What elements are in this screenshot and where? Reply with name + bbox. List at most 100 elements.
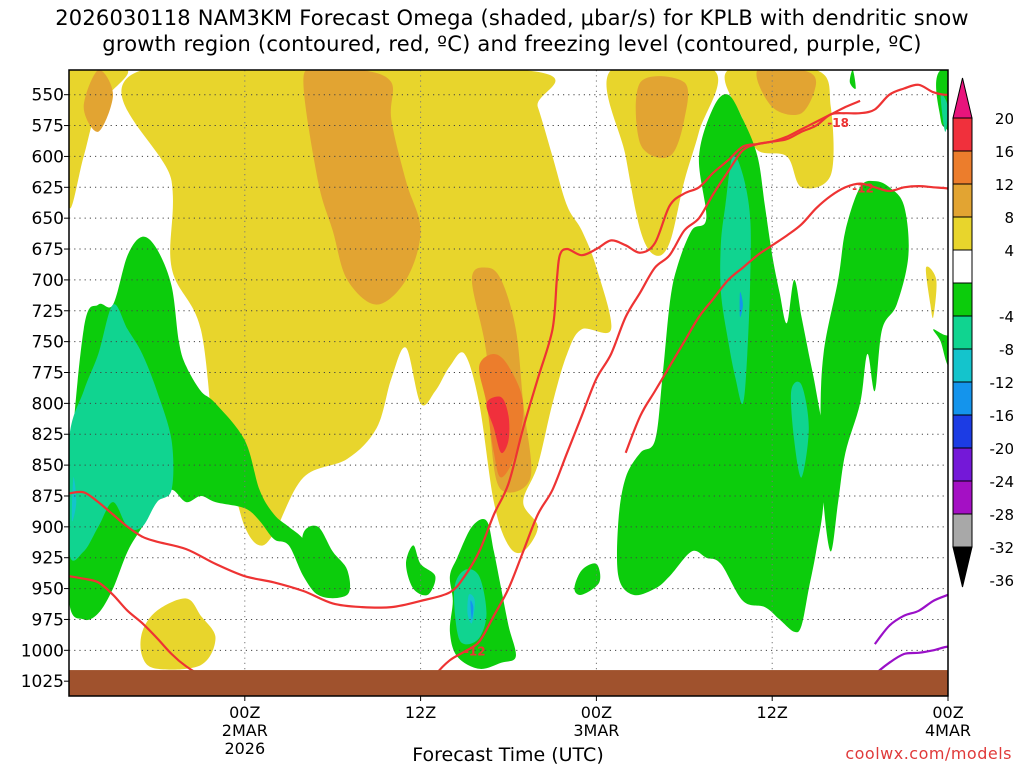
- omega-region-10: [635, 76, 689, 158]
- omega-region-6: [995, 230, 1001, 280]
- contour-label-4: 0: [963, 642, 971, 656]
- omega-region-31: [940, 93, 948, 132]
- colorbar-bin-5: [952, 282, 973, 317]
- colorbar-bin-4: [952, 249, 973, 284]
- omega-region-16: [301, 525, 351, 599]
- y-tick-label-850: 850: [32, 456, 64, 476]
- x-tick-label-4-0: 00Z: [932, 703, 963, 722]
- x-tick-label-2-0: 00Z: [581, 703, 612, 722]
- omega-region-3: [606, 70, 719, 256]
- colorbar-under-triangle: [952, 546, 973, 588]
- omega-region-11: [756, 70, 817, 115]
- y-tick-label-600: 600: [32, 147, 64, 167]
- colorbar-label-7: -12: [990, 374, 1015, 392]
- x-tick-label-0-0: 00Z: [229, 703, 260, 722]
- x-tick-label-0-2: 2026: [224, 739, 265, 758]
- colorbar-bin-10: [952, 447, 973, 482]
- colorbar-label-11: -28: [990, 506, 1015, 524]
- colorbar-label-0: 20: [995, 110, 1014, 128]
- y-tick-label-575: 575: [32, 117, 64, 137]
- temperature-contours: -12-12-180: [69, 83, 979, 696]
- omega-region-2: [140, 598, 216, 670]
- colorbar-bin-9: [952, 414, 973, 449]
- y-tick-label-800: 800: [32, 394, 64, 414]
- omega-region-34: [470, 600, 474, 620]
- contour-1: [419, 99, 861, 696]
- y-tick-label-775: 775: [32, 364, 64, 384]
- omega-region-0: [69, 70, 129, 209]
- y-tick-label-725: 725: [32, 302, 64, 322]
- contour-5: [873, 593, 948, 645]
- plot-frame: [68, 69, 949, 697]
- contour-label-2: -18: [827, 116, 849, 130]
- y-axis: 550 575 600 625 650 675 700 725 750 775 800 825 850 8…: [21, 86, 69, 692]
- colorbar-bin-12: [952, 513, 973, 548]
- x-tick-label-0-1: 2MAR: [222, 721, 268, 740]
- colorbar-label-3: 8: [1004, 209, 1014, 227]
- y-tick-label-825: 825: [32, 425, 64, 445]
- omega-region-30: [790, 381, 809, 478]
- colorbar: 20 16 12 8 4 -4 -8 -12 -16 -20 -24 -28 -32 -36: [952, 77, 1015, 590]
- chart-title-line2: growth region (contoured, red, ºC) and f…: [102, 32, 922, 56]
- omega-region-8: [83, 70, 113, 132]
- chart-title-line1: 2026030118 NAM3KM Forecast Omega (shaded…: [55, 6, 969, 30]
- colorbar-bin-7: [952, 348, 973, 383]
- colorbar-label-12: -32: [990, 539, 1015, 557]
- omega-region-5: [925, 266, 937, 319]
- y-tick-label-925: 925: [32, 549, 64, 569]
- y-tick-label-875: 875: [32, 487, 64, 507]
- x-axis-label: Forecast Time (UTC): [412, 744, 604, 766]
- colorbar-label-6: -8: [999, 341, 1014, 359]
- omega-region-27: [69, 304, 174, 561]
- omega-region-7: [303, 70, 421, 305]
- y-tick-label-1000: 1000: [21, 641, 64, 661]
- colorbar-bin-8: [952, 381, 973, 416]
- omega-region-22: [849, 70, 856, 89]
- contour-2: [624, 182, 948, 454]
- x-tick-label-2-1: 3MAR: [573, 721, 619, 740]
- source-credit: coolwx.com/models: [845, 744, 1012, 763]
- y-tick-label-650: 650: [32, 209, 64, 229]
- terrain-bar: [69, 670, 948, 696]
- y-tick-label-700: 700: [32, 271, 64, 291]
- colorbar-label-8: -16: [990, 407, 1015, 425]
- y-tick-label-950: 950: [32, 580, 64, 600]
- x-tick-label-1-0: 12Z: [405, 703, 436, 722]
- omega-region-1: [121, 70, 612, 554]
- terrain-fill: [69, 670, 948, 696]
- colorbar-label-13: -36: [990, 572, 1015, 590]
- omega-shading: [69, 70, 1001, 670]
- y-tick-label-975: 975: [32, 610, 64, 630]
- colorbar-bin-2: [952, 183, 973, 218]
- colorbar-label-10: -24: [990, 473, 1015, 491]
- omega-region-14: [486, 396, 510, 454]
- y-tick-label-1025: 1025: [21, 672, 64, 692]
- omega-region-12: [974, 354, 980, 392]
- y-tick-label-900: 900: [32, 518, 64, 538]
- colorbar-bin-6: [952, 315, 973, 350]
- omega-region-33: [71, 477, 77, 522]
- y-tick-label-675: 675: [32, 240, 64, 260]
- colorbar-label-4: 4: [1004, 242, 1014, 260]
- omega-region-21: [820, 180, 909, 552]
- x-tick-label-3-0: 12Z: [757, 703, 788, 722]
- contour-label-bg-4: [955, 640, 979, 655]
- colorbar-over-triangle: [952, 77, 973, 119]
- colorbar-bin-0: [952, 117, 973, 152]
- omega-region-19: [574, 563, 601, 595]
- y-tick-label-750: 750: [32, 333, 64, 353]
- colorbar-label-2: 12: [995, 176, 1014, 194]
- colorbar-label-9: -20: [990, 440, 1015, 458]
- omega-region-24: [933, 329, 948, 367]
- colorbar-bin-3: [952, 216, 973, 251]
- colorbar-label-5: -4: [999, 308, 1014, 326]
- contour-4: [866, 645, 948, 688]
- colorbar-bin-11: [952, 480, 973, 515]
- y-tick-label-550: 550: [32, 86, 64, 106]
- colorbar-label-1: 16: [995, 143, 1014, 161]
- x-tick-label-4-1: 4MAR: [925, 721, 971, 740]
- y-tick-label-625: 625: [32, 178, 64, 198]
- contour-0: [69, 83, 948, 609]
